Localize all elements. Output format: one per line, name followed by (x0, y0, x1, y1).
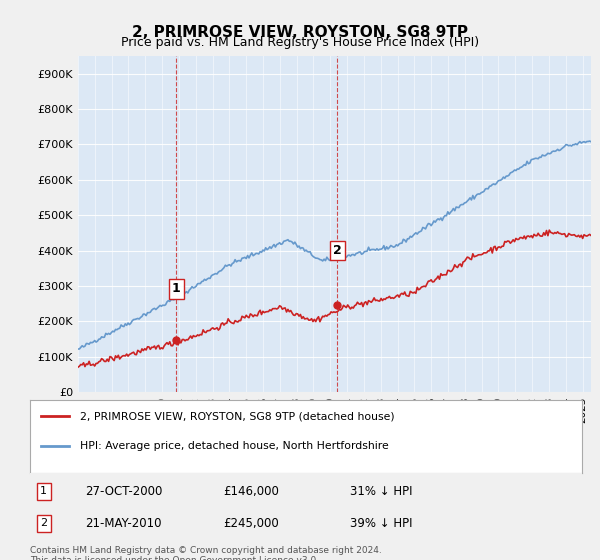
Text: £245,000: £245,000 (223, 517, 279, 530)
Text: 2: 2 (333, 244, 341, 257)
Text: 2, PRIMROSE VIEW, ROYSTON, SG8 9TP (detached house): 2, PRIMROSE VIEW, ROYSTON, SG8 9TP (deta… (80, 412, 394, 422)
Text: Price paid vs. HM Land Registry's House Price Index (HPI): Price paid vs. HM Land Registry's House … (121, 36, 479, 49)
Text: 21-MAY-2010: 21-MAY-2010 (85, 517, 162, 530)
Text: 39% ↓ HPI: 39% ↓ HPI (350, 517, 413, 530)
Text: 27-OCT-2000: 27-OCT-2000 (85, 485, 163, 498)
Text: 2, PRIMROSE VIEW, ROYSTON, SG8 9TP: 2, PRIMROSE VIEW, ROYSTON, SG8 9TP (132, 25, 468, 40)
Text: 31% ↓ HPI: 31% ↓ HPI (350, 485, 413, 498)
Text: 2: 2 (40, 519, 47, 529)
Text: £146,000: £146,000 (223, 485, 279, 498)
Text: 1: 1 (40, 486, 47, 496)
Text: HPI: Average price, detached house, North Hertfordshire: HPI: Average price, detached house, Nort… (80, 441, 388, 451)
Text: 1: 1 (172, 282, 181, 296)
Text: Contains HM Land Registry data © Crown copyright and database right 2024.
This d: Contains HM Land Registry data © Crown c… (30, 546, 382, 560)
